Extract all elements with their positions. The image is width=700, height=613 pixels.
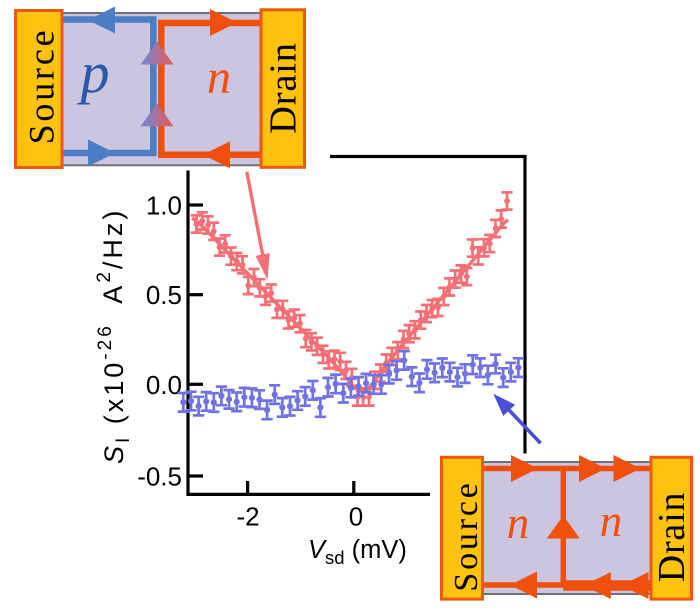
svg-text:n: n bbox=[507, 498, 530, 548]
svg-text:SI (x10-26 A2/Hz): SI (x10-26 A2/Hz) bbox=[94, 208, 134, 464]
svg-text:0.0: 0.0 bbox=[146, 370, 182, 400]
svg-text:n: n bbox=[207, 51, 231, 104]
svg-text:Source: Source bbox=[448, 480, 485, 591]
svg-text:Drain: Drain bbox=[263, 42, 305, 134]
svg-text:-2: -2 bbox=[236, 502, 259, 532]
svg-text:Drain: Drain bbox=[651, 492, 693, 583]
svg-text:p: p bbox=[77, 40, 110, 105]
svg-text:Vsd (mV): Vsd (mV) bbox=[308, 536, 407, 568]
svg-text:0.5: 0.5 bbox=[146, 280, 182, 310]
svg-text:1.0: 1.0 bbox=[146, 191, 182, 221]
svg-text:-0.5: -0.5 bbox=[137, 462, 182, 492]
svg-text:Source: Source bbox=[22, 28, 62, 145]
svg-text:n: n bbox=[600, 496, 623, 546]
svg-text:0: 0 bbox=[349, 502, 363, 532]
